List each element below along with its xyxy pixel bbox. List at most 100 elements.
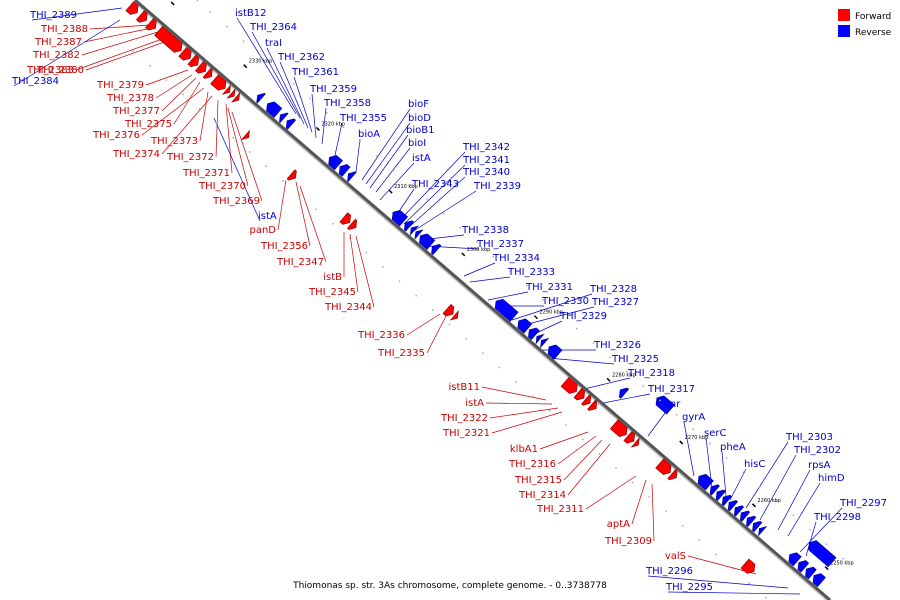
forward-label-leader — [199, 91, 209, 142]
track-dot — [398, 280, 401, 283]
reverse-label-leader — [799, 507, 843, 553]
reverse-gene-label: THI_2359 — [309, 84, 357, 95]
reverse-label-leader — [236, 17, 297, 115]
forward-gene-arrow — [560, 376, 578, 394]
reverse-gene-arrow — [797, 560, 810, 573]
track-dot — [465, 338, 467, 340]
reverse-label-leader — [213, 117, 261, 222]
track-dot — [759, 485, 761, 488]
forward-gene-label: THI_2321 — [442, 428, 490, 439]
track-dot — [232, 136, 234, 139]
reverse-label-leader — [321, 107, 327, 145]
reverse-gene-arrow — [256, 92, 266, 104]
track-line — [134, 0, 831, 600]
track-dot — [392, 169, 395, 172]
track-dot — [525, 284, 528, 287]
reverse-gene-arrow — [618, 387, 630, 399]
reverse-label-leader — [729, 468, 747, 501]
forward-label-leader — [651, 483, 655, 542]
scale-tick-mark — [170, 1, 175, 6]
scale-tick-label: 2300 kbp — [467, 247, 491, 253]
forward-gene-label: THI_2347 — [276, 257, 324, 268]
track-dot — [215, 122, 218, 124]
track-dot — [681, 524, 684, 527]
forward-gene-label: valS — [665, 551, 686, 562]
forward-label-leader — [426, 315, 447, 354]
reverse-label-leader — [379, 162, 415, 201]
forward-label-leader — [585, 475, 637, 510]
track-dot — [715, 553, 717, 556]
forward-gene-label: THI_2374 — [112, 149, 160, 160]
forward-label-leader — [215, 99, 219, 158]
track-dot — [581, 438, 584, 441]
reverse-label-leader — [597, 393, 651, 405]
legend-label-forward: Forward — [855, 12, 891, 22]
track-dot — [498, 366, 501, 369]
reverse-label-leader — [399, 151, 466, 221]
forward-gene-label: klbA1 — [510, 444, 538, 455]
forward-gene-label: THI_2387 — [34, 37, 82, 48]
reverse-gene-arrow — [403, 220, 415, 232]
reverse-label-leader — [647, 575, 789, 589]
forward-gene-label: THI_2388 — [40, 24, 88, 35]
forward-label-leader — [489, 407, 559, 419]
reverse-gene-label: THI_2329 — [559, 311, 607, 322]
reverse-gene-arrow — [727, 500, 739, 512]
forward-gene-label: THI_2316 — [508, 459, 556, 470]
reverse-gene-arrow — [715, 489, 726, 501]
reverse-gene-label: THI_2298 — [813, 512, 861, 523]
reverse-gene-label: THI_2358 — [323, 98, 371, 109]
reverse-label-leader — [333, 122, 343, 161]
track-dot — [298, 194, 301, 196]
track-dot — [642, 385, 645, 387]
forward-gene-arrow — [145, 18, 157, 31]
track-dot — [476, 241, 478, 244]
reverse-gene-label: istA — [258, 211, 277, 222]
forward-gene-arrow — [230, 92, 241, 103]
reverse-gene-arrow — [347, 171, 357, 182]
reverse-gene-arrow — [494, 298, 519, 322]
forward-label-leader — [173, 81, 201, 125]
reverse-gene-label: THI_2333 — [507, 267, 555, 278]
scale-tick-label: 2330 kbp — [249, 59, 273, 65]
scale-tick-mark — [243, 64, 248, 69]
gene-features — [125, 1, 837, 588]
forward-gene-label: THI_2382 — [32, 50, 80, 61]
forward-gene-label: THI_2315 — [514, 475, 562, 486]
reverse-label-leader — [667, 591, 801, 595]
track-dot — [548, 409, 551, 412]
reverse-gene-arrow — [746, 515, 757, 527]
reverse-gene-label: THI_2340 — [462, 167, 510, 178]
scale-tick-label: 2320 kbp — [321, 121, 345, 127]
forward-gene-label: aptA — [607, 519, 630, 530]
forward-label-leader — [145, 69, 189, 86]
track-dot — [559, 313, 561, 315]
track-dot — [426, 198, 428, 200]
forward-gene-arrow — [135, 10, 148, 23]
reverse-gene-arrow — [528, 327, 540, 341]
track-dot — [809, 529, 811, 531]
reverse-gene-label: THI_2318 — [627, 368, 675, 379]
reverse-gene-label: THI_2337 — [476, 239, 524, 250]
scale-tick-mark — [533, 315, 538, 320]
forward-label-leader — [355, 235, 375, 308]
reverse-gene-label: THI_2327 — [591, 297, 639, 308]
forward-label-leader — [161, 77, 197, 112]
reverse-gene-label: THI_2384 — [11, 76, 59, 87]
reverse-gene-arrow — [805, 566, 817, 580]
reverse-gene-arrow — [758, 526, 768, 537]
reverse-gene-label: THI_2328 — [589, 284, 637, 295]
reverse-label-leader — [463, 262, 496, 277]
forward-label-leader — [567, 443, 611, 496]
scale-ticks: 2340 kbp 2330 kbp 2320 kbp 2310 kbp 2300 kbp… — [170, 0, 854, 571]
reverse-label-leader — [647, 408, 669, 437]
forward-gene-arrow — [202, 67, 213, 79]
reverse-gene-arrow — [431, 243, 442, 256]
scale-tick-mark — [315, 126, 320, 131]
forward-label-leader — [83, 27, 153, 43]
reverse-gene-arrow — [709, 484, 720, 496]
forward-gene-arrow — [178, 46, 192, 61]
track-dot — [459, 227, 461, 229]
forward-gene-arrow — [210, 74, 227, 91]
reverse-gene-label: THI_2343 — [411, 179, 459, 190]
